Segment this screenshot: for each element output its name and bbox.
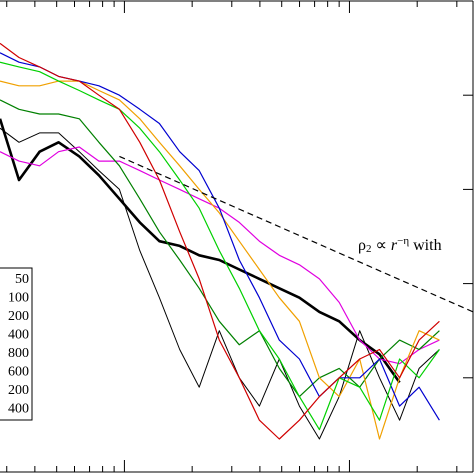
ann-mid: ∝: [371, 237, 390, 254]
ann-base: ρ: [358, 237, 366, 254]
legend-label: 400: [8, 328, 29, 343]
annotation: ρ2 ∝ r−η with: [358, 235, 442, 255]
ann-var: r: [391, 237, 398, 254]
legend-label: 600: [8, 365, 29, 380]
legend-label: 200: [8, 383, 29, 398]
legend-label: 100: [8, 291, 29, 306]
series-line: [0, 99, 440, 398]
ann-sup: −η: [397, 235, 409, 247]
series-line: [0, 80, 440, 440]
series-line: [0, 127, 440, 440]
series-line: [0, 61, 440, 431]
legend-label: 400: [8, 402, 29, 417]
ann-tail: with: [409, 237, 441, 254]
fit-line: [119, 155, 474, 313]
legend-label: 50: [15, 272, 29, 287]
legend-label: 800: [8, 346, 29, 361]
legend-box: [0, 267, 33, 421]
series-line: [0, 42, 440, 440]
ann-sub: 2: [366, 243, 372, 255]
legend-label: 200: [8, 309, 29, 324]
series-line: [0, 118, 401, 384]
